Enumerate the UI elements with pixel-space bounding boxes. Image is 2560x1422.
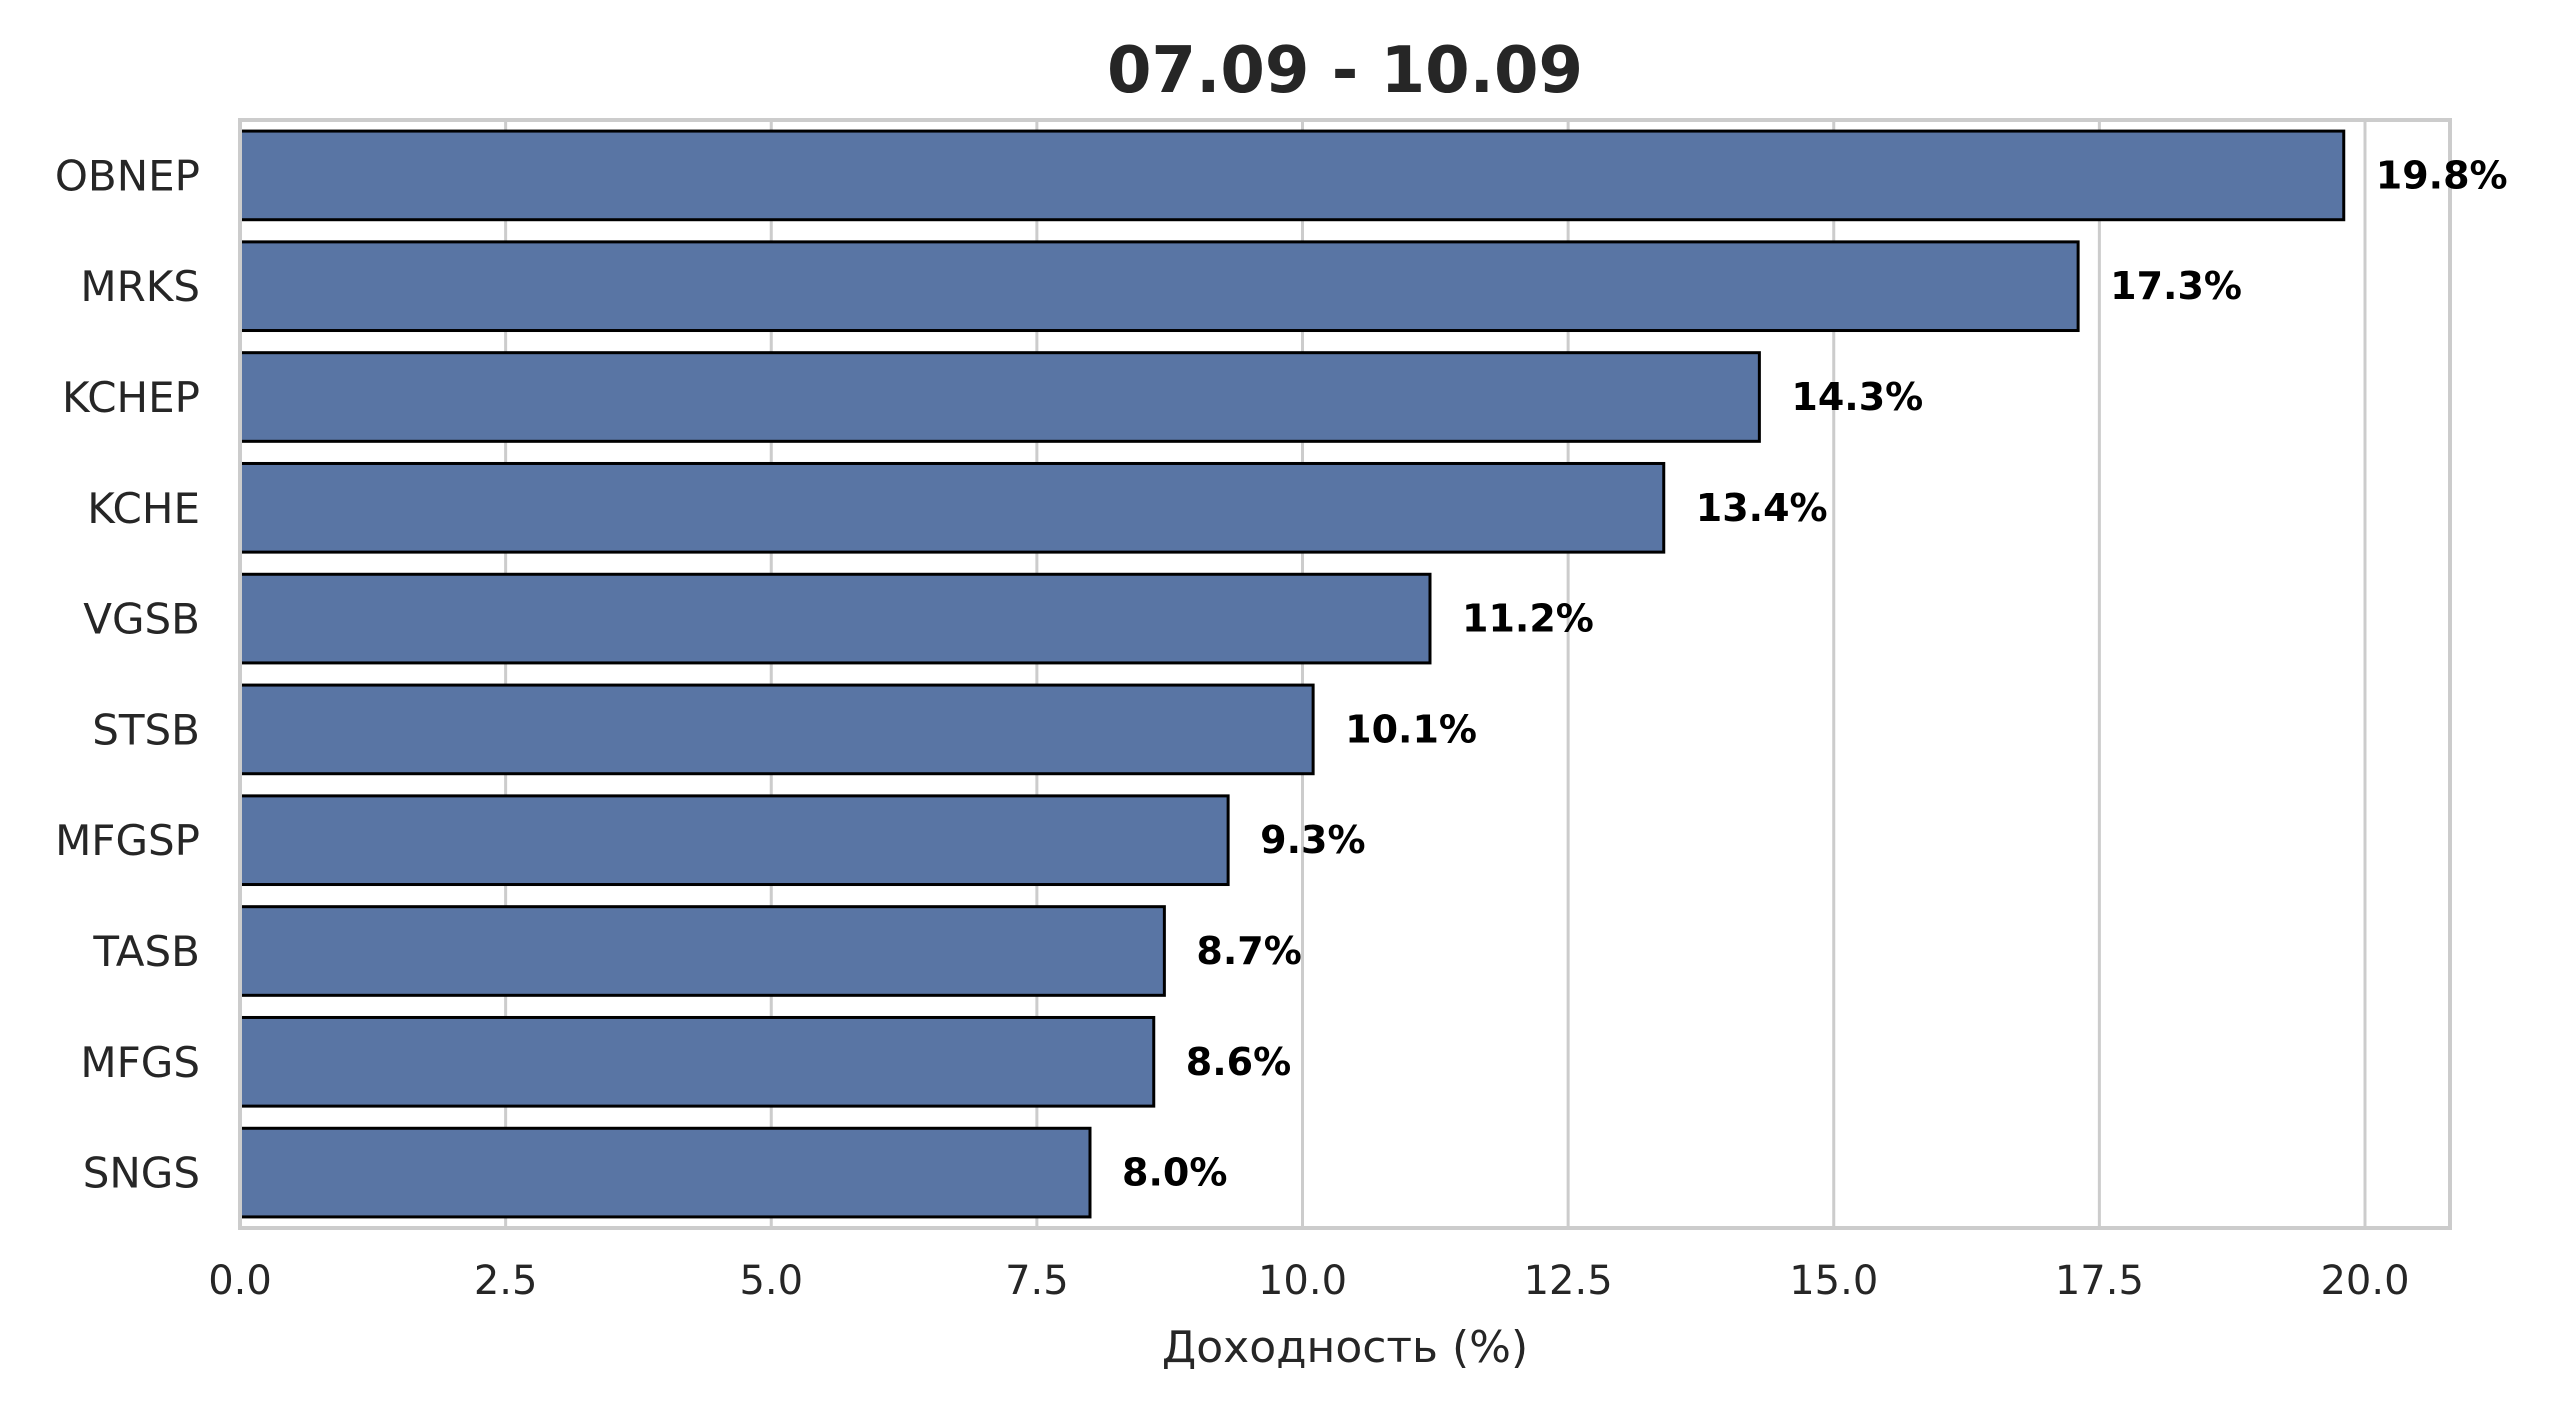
x-tick-label: 7.5 (1005, 1258, 1069, 1304)
chart-title: 07.09 - 10.09 (1107, 34, 1583, 108)
y-tick-labels: OBNEP MRKS KCHEP KCHE VGSB STSB MFGSP TASB MFGS S… (55, 151, 200, 1197)
bar-obnep (238, 129, 2346, 222)
x-tick-label: 5.0 (739, 1258, 803, 1304)
data-label: 14.3% (1791, 375, 1923, 419)
x-tick-label: 20.0 (2320, 1258, 2409, 1304)
data-label: 11.2% (1462, 597, 1594, 641)
bar-mfgs (238, 1015, 1156, 1108)
bar-mfgsp (238, 794, 1230, 887)
y-tick-label: TASB (92, 927, 200, 976)
data-label: 17.3% (2110, 264, 2242, 308)
y-tick-label: KCHEP (62, 373, 200, 422)
bar-sngs (238, 1126, 1092, 1219)
x-tick-labels: 0.0 2.5 5.0 7.5 10.0 12.5 15.0 17.5 20.0 (208, 1258, 2409, 1304)
data-label: 8.0% (1122, 1151, 1227, 1195)
y-tick-label: VGSB (83, 595, 200, 644)
bars (238, 129, 2346, 1219)
data-label: 13.4% (1696, 486, 1828, 530)
bar-vgsb (238, 572, 1432, 665)
plot-frame (238, 118, 2452, 1230)
x-tick-label: 2.5 (474, 1258, 538, 1304)
x-tick-label: 15.0 (1789, 1258, 1878, 1304)
bar-tasb (238, 905, 1166, 997)
x-tick-label: 17.5 (2055, 1258, 2144, 1304)
x-tick-label: 10.0 (1258, 1258, 1347, 1304)
y-tick-label: KCHE (87, 484, 200, 533)
x-tick-label: 12.5 (1524, 1258, 1613, 1304)
bar-kchep (238, 351, 1761, 443)
bar-stsb (238, 683, 1315, 776)
bar-kche (238, 461, 1666, 554)
y-tick-label: MFGS (80, 1038, 200, 1087)
x-axis-label: Доходность (%) (1162, 1322, 1528, 1373)
data-label: 8.6% (1186, 1040, 1291, 1084)
x-tick-label: 0.0 (208, 1258, 272, 1304)
data-labels: 19.8% 17.3% 14.3% 13.4% 11.2% 10.1% 9.3% 8.7% 8.… (1122, 153, 2508, 1194)
data-label: 9.3% (1260, 818, 1365, 862)
y-tick-label: MRKS (80, 262, 200, 311)
y-tick-label: SNGS (83, 1149, 200, 1198)
data-label: 8.7% (1196, 929, 1301, 973)
y-tick-label: OBNEP (55, 151, 200, 200)
data-label: 10.1% (1345, 707, 1477, 751)
data-label: 19.8% (2376, 153, 2508, 197)
bar-mrks (238, 240, 2080, 333)
y-tick-label: STSB (92, 705, 200, 754)
y-tick-label: MFGSP (55, 816, 200, 865)
